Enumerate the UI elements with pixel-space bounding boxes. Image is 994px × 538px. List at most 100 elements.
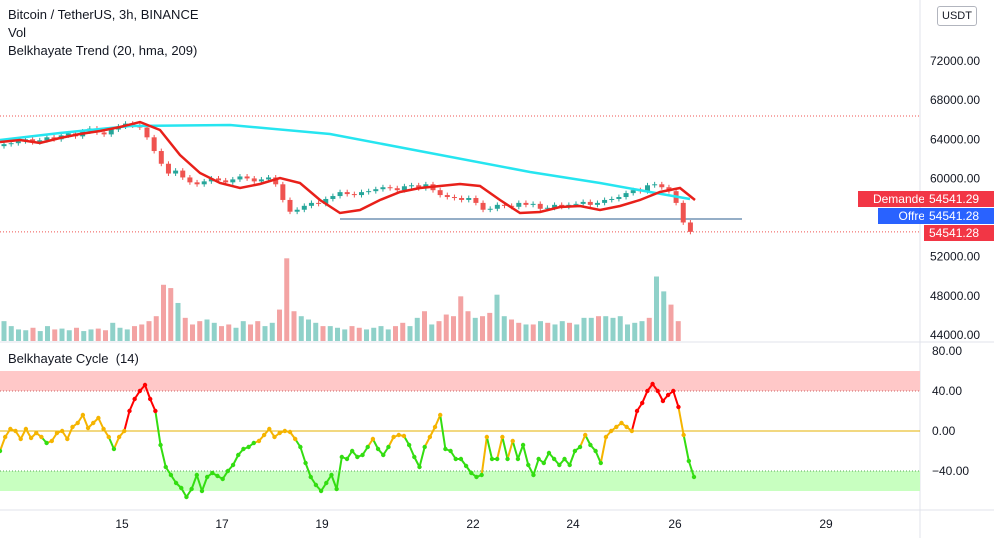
- cycle-point: [75, 420, 80, 426]
- cycle-point: [557, 462, 562, 468]
- candle-body: [416, 185, 422, 189]
- cycle-point: [396, 432, 401, 438]
- cycle-point: [293, 436, 298, 442]
- volume-bar: [66, 330, 72, 341]
- cycle-tick-label: 0.00: [932, 424, 956, 438]
- candle-body: [351, 194, 357, 196]
- candle-body: [266, 177, 272, 180]
- cycle-point: [298, 444, 303, 450]
- candle-body: [487, 208, 493, 210]
- volume-label[interactable]: Vol: [8, 25, 27, 40]
- cycle-segment: [506, 440, 514, 460]
- volume-bar: [74, 327, 79, 341]
- cycle-segment: [304, 462, 312, 478]
- last-price-tag: 54541.28: [924, 225, 994, 241]
- cycle-point: [59, 428, 65, 434]
- candle-body: [409, 185, 415, 187]
- volume-bar: [538, 321, 543, 341]
- cycle-segment: [568, 450, 576, 466]
- volume-bar: [378, 326, 384, 341]
- candle-body: [645, 185, 650, 192]
- time-tick-label: 17: [215, 517, 229, 531]
- price-tick-label: 48000.00: [930, 289, 980, 303]
- cycle-segment: [511, 440, 519, 460]
- cycle-point: [531, 472, 536, 478]
- volume-bar: [342, 329, 348, 341]
- cycle-segment: [630, 410, 638, 432]
- cycle-point: [246, 444, 251, 450]
- candle-body: [594, 202, 600, 205]
- cycle-point: [272, 434, 277, 440]
- candle-body: [8, 143, 14, 145]
- candle-body: [516, 202, 522, 207]
- cycle-point: [54, 430, 60, 436]
- cycle-segment: [335, 456, 343, 490]
- cycle-point: [324, 480, 329, 486]
- candle-body: [337, 192, 343, 197]
- cycle-point: [173, 480, 179, 486]
- volume-bar: [487, 312, 493, 341]
- cycle-point: [39, 434, 44, 440]
- ask-label-tag: Offre: [878, 208, 930, 224]
- candle-body: [359, 192, 364, 196]
- volume-bar: [603, 316, 609, 341]
- cycle-segment: [418, 446, 426, 468]
- volume-bar: [291, 311, 297, 341]
- cycle-point: [469, 470, 474, 476]
- volume-bar: [327, 326, 333, 341]
- cycle-point: [629, 428, 635, 434]
- candle-body: [273, 177, 279, 185]
- cycle-point: [355, 454, 360, 460]
- cycle-param: (14): [115, 351, 139, 366]
- volume-bar: [494, 294, 500, 341]
- candle-body: [573, 203, 579, 205]
- volume-bar: [320, 326, 326, 341]
- cycle-point: [23, 426, 29, 432]
- chart-legend: Bitcoin / TetherUS, 3h, BINANCE Vol Belk…: [8, 6, 199, 60]
- time-tick-label: 29: [819, 517, 833, 531]
- volume-bar: [204, 319, 210, 341]
- cycle-indicator-label[interactable]: Belkhayate Cycle (14): [8, 350, 139, 368]
- candle-body: [373, 189, 379, 192]
- cycle-segment: [516, 444, 525, 460]
- volume-bar: [95, 328, 101, 341]
- volume-bar: [161, 284, 166, 341]
- volume-bar: [385, 329, 391, 341]
- volume-bar: [45, 326, 50, 341]
- cycle-point: [111, 446, 117, 452]
- candle-body: [587, 201, 593, 205]
- currency-button[interactable]: USDT: [937, 6, 977, 26]
- cycle-point: [438, 412, 443, 418]
- candle-body: [151, 137, 157, 152]
- symbol-title[interactable]: Bitcoin / TetherUS, 3h, BINANCE: [8, 7, 199, 22]
- trend-indicator-label[interactable]: Belkhayate Trend (20, hma, 209): [8, 43, 198, 58]
- volume-bar: [393, 326, 398, 341]
- cycle-segment: [201, 476, 209, 492]
- price-tick-label: 72000.00: [930, 54, 980, 68]
- candle-body: [451, 197, 457, 199]
- cycle-point: [189, 486, 194, 492]
- candle-body: [652, 184, 658, 186]
- volume-bar: [110, 322, 116, 341]
- volume-bar: [429, 324, 435, 341]
- cycle-point: [391, 434, 396, 440]
- volume-bar: [458, 296, 464, 341]
- cycle-point: [619, 420, 624, 426]
- cycle-segment: [190, 474, 198, 490]
- cycle-point: [463, 463, 469, 469]
- cycle-point: [458, 456, 464, 462]
- volume-bar: [472, 317, 478, 341]
- cycle-segment: [159, 444, 167, 468]
- cycle-point: [101, 426, 106, 432]
- cycle-point: [116, 434, 122, 440]
- cycle-point: [0, 448, 3, 454]
- candle-body: [366, 191, 372, 193]
- candle-body: [237, 176, 243, 180]
- cycle-segment: [0, 436, 7, 452]
- volume-bar: [255, 321, 261, 341]
- cycle-point: [251, 440, 256, 446]
- cycle-point: [132, 396, 137, 402]
- volume-bar: [211, 322, 217, 341]
- cycle-point: [318, 488, 324, 494]
